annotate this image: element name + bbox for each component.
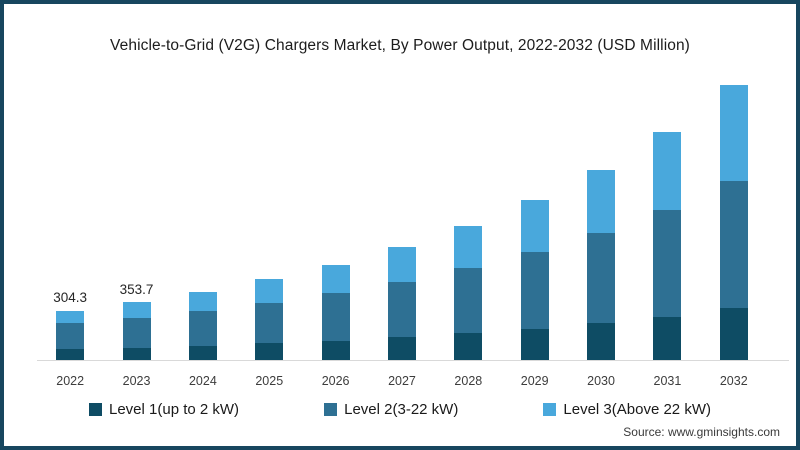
legend-marker-icon [543, 403, 557, 416]
bar-segment-2032-level3 [719, 84, 748, 181]
bar-segment-2022-level3 [56, 310, 85, 323]
legend-item-level2: Level 2(3-22 kW) [324, 401, 458, 418]
legend-label: Level 3(Above 22 kW) [563, 401, 711, 418]
bar-segment-2030-level3 [587, 170, 616, 234]
bar-segment-2027-level1 [387, 337, 416, 360]
bar-segment-2023-level1 [122, 347, 151, 360]
bar-column-2031: 2031 [653, 75, 682, 388]
bar-segment-2029-level2 [520, 252, 549, 329]
bar-segment-2026-level2 [321, 293, 350, 341]
bar-column-2022: 304.3 2022 [53, 75, 88, 388]
bar-column-2032: 2032 [719, 75, 748, 388]
source-note: Source: www.gminsights.com [623, 425, 780, 439]
stacked-bar-2026 [321, 264, 350, 360]
bar-segment-2029-level3 [520, 200, 549, 253]
bar-segment-2031-level2 [653, 209, 682, 317]
stacked-bar-2023 [122, 302, 151, 360]
legend-item-level3: Level 3(Above 22 kW) [543, 401, 711, 418]
stacked-bar-2025 [255, 279, 284, 360]
stacked-bar-2027 [387, 246, 416, 360]
chart-title: Vehicle-to-Grid (V2G) Chargers Market, B… [110, 37, 690, 54]
bar-segment-2026-level1 [321, 340, 350, 360]
bar-segment-2026-level3 [321, 264, 350, 294]
bar-segment-2032-level2 [719, 180, 748, 309]
bar-segment-2024-level2 [188, 310, 217, 346]
bar-value-label-2023: 353.7 [119, 282, 154, 298]
x-tick-label-2022: 2022 [56, 374, 85, 388]
bar-segment-2030-level2 [587, 233, 616, 324]
bar-value-label-2022: 304.3 [53, 290, 88, 306]
bar-segment-2025-level2 [255, 302, 284, 344]
bar-column-2028: 2028 [454, 75, 483, 388]
stacked-bar-2030 [587, 170, 616, 360]
bar-column-2023: 353.7 2023 [119, 75, 154, 388]
bar-column-2026: 2026 [321, 75, 350, 388]
bar-segment-2032-level1 [719, 308, 748, 360]
legend-marker-icon [324, 403, 338, 416]
x-tick-label-2027: 2027 [388, 374, 416, 388]
x-tick-label-2026: 2026 [321, 374, 350, 388]
bar-segment-2024-level3 [188, 291, 217, 311]
bar-segment-2025-level3 [255, 279, 284, 303]
bar-segment-2027-level3 [387, 246, 416, 282]
x-tick-label-2031: 2031 [653, 374, 682, 388]
stacked-bar-2028 [454, 225, 483, 360]
bar-column-2029: 2029 [520, 75, 549, 388]
bar-segment-2023-level3 [122, 302, 151, 319]
stacked-bar-2024 [188, 291, 217, 360]
bar-segment-2028-level1 [454, 333, 483, 360]
x-tick-label-2028: 2028 [454, 374, 483, 388]
bar-segment-2029-level1 [520, 328, 549, 360]
legend-label: Level 1(up to 2 kW) [109, 401, 240, 418]
bar-segment-2025-level1 [255, 343, 284, 360]
bar-segment-2028-level2 [454, 268, 483, 334]
legend-label: Level 2(3-22 kW) [344, 401, 459, 418]
stacked-bar-2032 [719, 84, 748, 360]
bar-segment-2022-level2 [56, 322, 85, 350]
bar-segment-2023-level2 [122, 318, 151, 348]
bar-segment-2030-level1 [587, 323, 616, 360]
legend: Level 1(up to 2 kW) Level 2(3-22 kW) Level… [89, 401, 711, 418]
bar-column-2027: 2027 [387, 75, 416, 388]
x-tick-label-2023: 2023 [122, 374, 151, 388]
x-tick-label-2030: 2030 [587, 374, 615, 388]
stacked-bar-2022 [56, 310, 85, 360]
x-tick-label-2032: 2032 [719, 374, 748, 388]
stacked-bar-2029 [520, 200, 549, 360]
bar-segment-2028-level3 [454, 225, 483, 269]
plot-area: 304.3 2022 353.7 2023 2024 2025 2026 2027 2028 20… [37, 75, 767, 388]
bar-segment-2022-level1 [56, 349, 85, 360]
bar-column-2024: 2024 [188, 75, 217, 388]
legend-item-level1: Level 1(up to 2 kW) [89, 401, 239, 418]
bar-segment-2031-level3 [653, 132, 682, 210]
bar-segment-2024-level1 [188, 345, 217, 360]
bar-segment-2031-level1 [653, 316, 682, 360]
x-tick-label-2029: 2029 [520, 374, 549, 388]
legend-marker-icon [89, 403, 102, 416]
bar-segment-2027-level2 [387, 281, 416, 338]
x-axis-line [37, 360, 789, 361]
bar-column-2030: 2030 [587, 75, 616, 388]
x-tick-label-2024: 2024 [188, 374, 217, 388]
bar-column-2025: 2025 [255, 75, 284, 388]
stacked-bar-2031 [653, 132, 682, 360]
x-tick-label-2025: 2025 [255, 374, 284, 388]
